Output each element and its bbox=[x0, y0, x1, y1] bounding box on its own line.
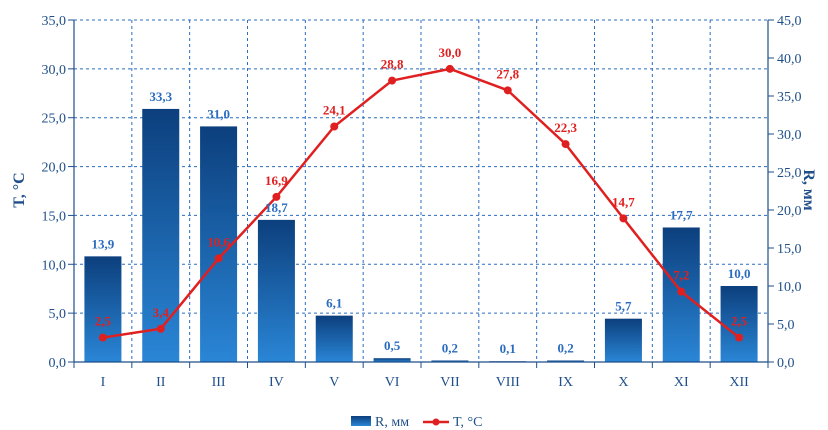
legend-line-label: T, °C bbox=[453, 415, 482, 430]
temperature-line bbox=[102, 67, 740, 339]
x-tick-label-XI: XI bbox=[674, 375, 689, 390]
temperature-point-IV bbox=[272, 192, 281, 201]
legend-bar-swatch bbox=[351, 416, 371, 426]
y-right-tick-label: 45,0 bbox=[777, 14, 802, 29]
y-right-tick-label: 30,0 bbox=[777, 128, 802, 143]
y-left-tick-label: 25,0 bbox=[42, 112, 67, 127]
bar-VII bbox=[431, 360, 469, 362]
y-right-tick-label: 25,0 bbox=[777, 166, 802, 181]
bar-value-label: 13,9 bbox=[92, 236, 115, 251]
temperature-point-VII bbox=[445, 64, 454, 73]
y-right-tick-label: 15,0 bbox=[777, 242, 802, 257]
data-labels: 13,9 33,3 31,0 18,7 6,1 0,5 0,2 0,1 0,2 5,7 17,7 10… bbox=[92, 45, 751, 356]
y-right-tick-label: 40,0 bbox=[777, 52, 802, 67]
bar-value-label: 33,3 bbox=[149, 89, 172, 104]
bar-value-label: 31,0 bbox=[207, 106, 230, 121]
grid bbox=[74, 19, 768, 362]
x-tick-label-XII: XII bbox=[729, 375, 749, 390]
bar-value-label: 18,7 bbox=[265, 200, 288, 215]
temperature-value-label: 3,4 bbox=[153, 305, 170, 320]
bar-IV bbox=[257, 219, 295, 362]
x-tick-label-V: V bbox=[329, 375, 339, 390]
y-left-tick-label: 15,0 bbox=[42, 209, 67, 224]
temperature-point-V bbox=[330, 122, 339, 131]
temperature-value-label: 2,5 bbox=[731, 314, 748, 329]
temperature-point-II bbox=[156, 324, 165, 333]
bar-I bbox=[84, 256, 122, 362]
bar-value-label: 0,2 bbox=[557, 340, 573, 355]
temperature-point-XI bbox=[677, 287, 686, 296]
bar-II bbox=[142, 108, 180, 362]
temperature-value-label: 22,3 bbox=[554, 120, 577, 135]
x-tick-label-IV: IV bbox=[269, 375, 284, 390]
legend: R, мм T, °C bbox=[351, 415, 482, 430]
temperature-point-IX bbox=[561, 140, 570, 149]
temperature-value-label: 7,2 bbox=[673, 268, 689, 283]
y-left-tick-label: 35,0 bbox=[42, 14, 67, 29]
y-right-tick-label: 10,0 bbox=[777, 280, 802, 295]
temperature-value-label: 30,0 bbox=[439, 45, 462, 60]
bar-value-label: 0,2 bbox=[442, 340, 458, 355]
bar-value-label: 10,0 bbox=[728, 266, 751, 281]
bar-value-label: 0,5 bbox=[384, 338, 401, 353]
legend-line-marker bbox=[432, 418, 440, 426]
bar-IX bbox=[547, 360, 585, 362]
axes: 0,0 5,0 10,0 15,0 20,0 25,0 30,0 35,0 0,0 5,0 10,0… bbox=[42, 14, 802, 390]
bar-value-label: 17,7 bbox=[670, 207, 693, 222]
y-left-tick-label: 30,0 bbox=[42, 63, 67, 78]
x-tick-label-VIII: VIII bbox=[496, 375, 520, 390]
x-tick-label-VII: VII bbox=[440, 375, 460, 390]
bar-series bbox=[84, 108, 758, 363]
x-tick-label-I: I bbox=[101, 375, 106, 390]
temperature-value-label: 28,8 bbox=[381, 57, 404, 72]
temperature-value-label: 24,1 bbox=[323, 103, 346, 118]
x-tick-label-IX: IX bbox=[558, 375, 573, 390]
x-tick-label-III: III bbox=[212, 375, 226, 390]
bar-XII bbox=[720, 286, 758, 362]
bar-value-label: 0,1 bbox=[500, 341, 516, 356]
y-left-tick-label: 10,0 bbox=[42, 258, 67, 273]
temperature-value-label: 27,8 bbox=[496, 66, 519, 81]
bar-value-label: 5,7 bbox=[615, 299, 632, 314]
y-left-tick-label: 0,0 bbox=[49, 356, 67, 371]
y-axis-right-title: R, мм bbox=[800, 169, 817, 210]
temperature-value-label: 10,6 bbox=[207, 234, 230, 249]
bar-X bbox=[604, 318, 642, 362]
bar-VI bbox=[373, 358, 411, 362]
temperature-point-X bbox=[619, 214, 628, 223]
x-tick-label-II: II bbox=[156, 375, 166, 390]
temperature-point-I bbox=[98, 333, 107, 342]
temperature-point-VIII bbox=[503, 86, 512, 95]
temperature-point-VI bbox=[388, 76, 397, 85]
y-right-tick-label: 0,0 bbox=[777, 356, 795, 371]
y-axis-left-title: T, °C bbox=[11, 172, 28, 207]
temperature-point-XII bbox=[735, 333, 744, 342]
y-right-tick-label: 20,0 bbox=[777, 204, 802, 219]
temperature-value-label: 16,9 bbox=[265, 173, 288, 188]
bar-V bbox=[315, 315, 353, 362]
y-left-tick-label: 20,0 bbox=[42, 161, 67, 176]
y-right-tick-label: 35,0 bbox=[777, 90, 802, 105]
x-tick-label-X: X bbox=[618, 375, 628, 390]
line-series bbox=[98, 64, 744, 342]
temperature-value-label: 14,7 bbox=[612, 194, 635, 209]
x-tick-label-VI: VI bbox=[385, 375, 400, 390]
legend-bar-label: R, мм bbox=[375, 415, 409, 430]
y-right-tick-label: 5,0 bbox=[777, 318, 795, 333]
temperature-point-III bbox=[214, 254, 223, 263]
bar-value-label: 6,1 bbox=[326, 296, 342, 311]
temperature-value-label: 2,5 bbox=[95, 314, 112, 329]
y-left-tick-label: 5,0 bbox=[49, 307, 67, 322]
